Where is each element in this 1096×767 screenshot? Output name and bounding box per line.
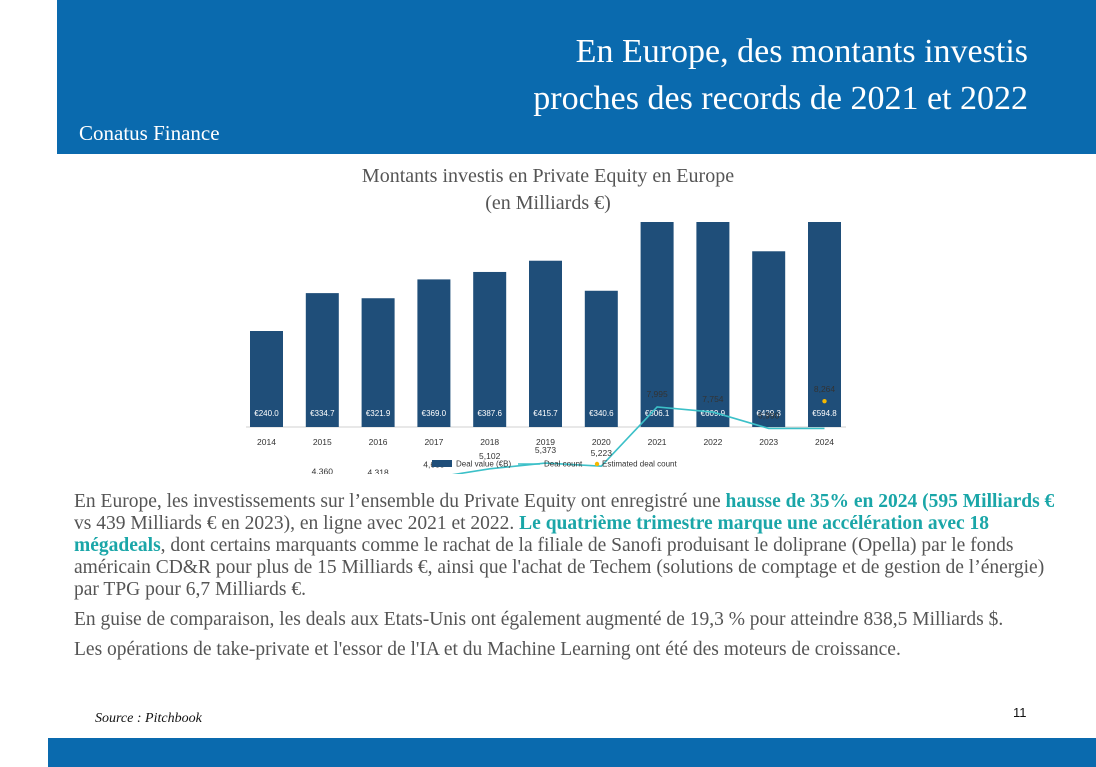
paragraph-1: En Europe, les investissements sur l’ens… xyxy=(74,491,1070,601)
header-band: En Europe, des montants investis proches… xyxy=(57,0,1096,154)
bar-2014 xyxy=(250,331,283,427)
x-tick-label-2016: 2016 xyxy=(369,437,388,447)
slide-title-line2: proches des records de 2021 et 2022 xyxy=(533,80,1028,117)
bar-value-label-2015: €334.7 xyxy=(310,409,335,418)
bar-value-label-2019: €415.7 xyxy=(533,409,558,418)
bar-2018 xyxy=(473,271,507,427)
x-tick-label-2017: 2017 xyxy=(424,437,443,447)
x-tick-label-2023: 2023 xyxy=(759,437,778,447)
source-note: Source : Pitchbook xyxy=(95,711,202,726)
bar-2019 xyxy=(529,260,562,427)
legend-swatch-estimated xyxy=(594,461,600,467)
page-number: 11 xyxy=(1013,705,1027,720)
bar-2021 xyxy=(640,222,674,427)
deal-count-label-2021: 7,995 xyxy=(646,389,668,399)
estimated-deal-count-point xyxy=(822,398,827,404)
deal-count-label-2023: 6,990 xyxy=(758,410,780,420)
body-run: , dont certains marquants comme le racha… xyxy=(74,535,1045,600)
bar-value-label-2023: €439.3 xyxy=(756,409,781,418)
x-tick-label-2020: 2020 xyxy=(592,437,611,447)
bar-2017 xyxy=(417,279,451,427)
x-tick-label-2019: 2019 xyxy=(536,437,555,447)
paragraph-2: En guise de comparaison, les deals aux E… xyxy=(74,609,1004,630)
bar-2015 xyxy=(305,293,339,427)
legend-swatch-deal-value xyxy=(432,460,452,467)
brand-name: Conatus Finance xyxy=(79,121,220,145)
deal-count-label-2018: 5,102 xyxy=(479,451,501,461)
chart: €240.0 2014 €334.7 2015 €321.9 2016 €369.0 2017… xyxy=(246,222,846,474)
bar-2024 xyxy=(808,222,841,427)
slide-title: En Europe, des montants investis proches… xyxy=(328,28,1028,122)
x-tick-label-2021: 2021 xyxy=(648,437,667,447)
body-run: En Europe, les investissements sur l’ens… xyxy=(74,491,726,512)
legend-label-deal-value: Deal value (€B) xyxy=(456,460,511,469)
chart-caption: Montants investis en Private Equity en E… xyxy=(270,163,826,217)
legend-label-estimated: Estimated deal count xyxy=(602,460,677,469)
legend-label-deal-count: Deal count xyxy=(544,460,583,469)
bar-value-label-2020: €340.6 xyxy=(589,409,614,418)
highlight-text: Le quatrième trimestre marque une accélé… xyxy=(74,513,990,556)
bar-value-label-2022: €609.9 xyxy=(701,409,726,418)
deal-count-label-2019: 5,373 xyxy=(535,445,557,455)
deal-count-label-2015: 4,360 xyxy=(312,467,334,474)
deal-count-label-2022: 7,754 xyxy=(702,394,724,404)
x-tick-label-2015: 2015 xyxy=(313,437,332,447)
estimated-deal-count-label: 8,264 xyxy=(814,384,836,394)
body-text: En Europe, les investissements sur l’ens… xyxy=(74,491,1070,669)
slide-title-line1: En Europe, des montants investis xyxy=(575,33,1028,70)
bar-2016 xyxy=(361,298,395,427)
x-tick-label-2024: 2024 xyxy=(815,437,834,447)
footer-band xyxy=(48,738,1096,767)
highlight-text: hausse de 35% en 2024 (595 Milliards € xyxy=(725,491,1055,512)
x-tick-label-2018: 2018 xyxy=(480,437,499,447)
paragraph-3: Les opérations de take-private et l'esso… xyxy=(74,639,901,660)
bar-2022 xyxy=(696,222,730,427)
bar-value-label-2024: €594.8 xyxy=(812,409,837,418)
bar-value-label-2014: €240.0 xyxy=(254,409,279,418)
bar-value-label-2016: €321.9 xyxy=(366,409,391,418)
bar-2020 xyxy=(584,290,618,427)
chart-title: Montants investis en Private Equity en E… xyxy=(361,165,735,187)
bar-value-label-2018: €387.6 xyxy=(477,409,502,418)
body-run: vs 439 Milliards € en 2023), en ligne av… xyxy=(74,513,520,534)
deal-count-line xyxy=(451,406,825,474)
bar-2023 xyxy=(752,251,786,427)
bar-value-label-2017: €369.0 xyxy=(422,409,447,418)
deal-count-label-2020: 5,223 xyxy=(591,448,613,458)
chart-subtitle: (en Milliards €) xyxy=(485,192,611,214)
x-tick-label-2014: 2014 xyxy=(257,437,276,447)
bar-value-label-2021: €606.1 xyxy=(645,409,670,418)
deal-count-label-2016: 4,318 xyxy=(367,468,389,474)
x-tick-label-2022: 2022 xyxy=(703,437,722,447)
